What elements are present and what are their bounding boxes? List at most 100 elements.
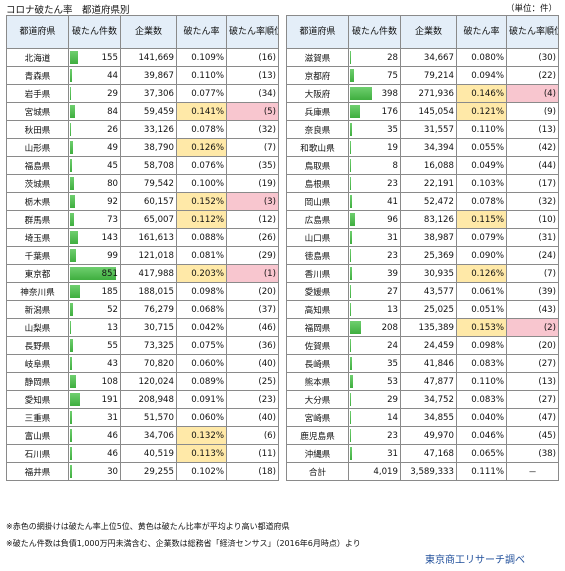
bankrupt-bar (70, 123, 71, 136)
bankrupt-bar (350, 141, 351, 154)
bankrupt-bar (70, 339, 73, 352)
rank-cell: (20) (506, 336, 559, 355)
rate-cell: 0.065% (456, 444, 507, 463)
table-row: 東京都 851 417,988 0.203% (1) (6, 264, 279, 283)
bankrupt-cell: 31 (348, 228, 401, 247)
bankrupt-bar (350, 195, 352, 208)
total-row: 合計 4,019 3,589,333 0.111% － (286, 462, 559, 481)
table-row: 大阪府 398 271,936 0.146% (4) (286, 84, 559, 103)
bankrupt-bar (70, 195, 75, 208)
bankrupt-bar (70, 357, 72, 370)
bankrupt-cell: 176 (348, 102, 401, 121)
bankrupt-value: 23 (387, 178, 398, 189)
rate-cell: 0.100% (176, 174, 227, 193)
companies-cell: 40,519 (120, 444, 177, 463)
companies-cell: 39,867 (120, 66, 177, 85)
rank-cell: (13) (226, 66, 279, 85)
table-row: 山口県 31 38,987 0.079% (31) (286, 228, 559, 247)
bankrupt-cell: 8 (348, 156, 401, 175)
bankrupt-bar (70, 177, 74, 190)
rate-cell: 0.132% (176, 426, 227, 445)
bankrupt-value: 23 (387, 250, 398, 261)
pref-cell: 青森県 (6, 66, 69, 85)
rank-cell: (38) (506, 444, 559, 463)
bankrupt-value: 31 (387, 448, 398, 459)
bankrupt-value: 80 (107, 178, 118, 189)
table-row: 長崎県 35 41,846 0.083% (27) (286, 354, 559, 373)
rank-cell: (32) (226, 120, 279, 139)
table-row: 徳島県 23 25,369 0.090% (24) (286, 246, 559, 265)
companies-cell: 70,820 (120, 354, 177, 373)
pref-cell: 秋田県 (6, 120, 69, 139)
companies-cell: 60,157 (120, 192, 177, 211)
left-table: 都道府県 破たん件数 企業数 破たん率 破たん率順位 北海道 155 141,669… (6, 15, 279, 481)
bankrupt-cell: 45 (68, 156, 121, 175)
bankrupt-cell: 41 (348, 192, 401, 211)
companies-cell: 47,877 (400, 372, 457, 391)
companies-cell: 208,948 (120, 390, 177, 409)
bankrupt-bar (70, 105, 75, 118)
rate-cell: 0.203% (176, 264, 227, 283)
bankrupt-bar (350, 123, 352, 136)
companies-cell: 38,790 (120, 138, 177, 157)
bankrupt-cell: 43 (68, 354, 121, 373)
bankrupt-bar (350, 429, 351, 442)
bankrupt-value: 26 (107, 124, 118, 135)
bankrupt-value: 39 (387, 268, 398, 279)
table-row: 岡山県 41 52,472 0.078% (32) (286, 192, 559, 211)
companies-cell: 24,459 (400, 336, 457, 355)
bankrupt-cell: 19 (348, 138, 401, 157)
companies-cell: 34,752 (400, 390, 457, 409)
table-row: 岐阜県 43 70,820 0.060% (40) (6, 354, 279, 373)
pref-cell: 高知県 (286, 300, 349, 319)
rate-cell: 0.112% (176, 210, 227, 229)
companies-cell: 25,369 (400, 246, 457, 265)
bankrupt-bar (350, 105, 360, 118)
bankrupt-cell: 53 (348, 372, 401, 391)
rank-cell: (35) (226, 156, 279, 175)
companies-cell: 121,018 (120, 246, 177, 265)
companies-cell: 33,126 (120, 120, 177, 139)
rate-cell: 0.089% (176, 372, 227, 391)
pref-cell: 佐賀県 (286, 336, 349, 355)
rank-cell: (13) (506, 372, 559, 391)
bankrupt-bar (70, 69, 72, 82)
pref-cell: 大阪府 (286, 84, 349, 103)
bankrupt-bar (70, 213, 74, 226)
rate-cell: 0.098% (176, 282, 227, 301)
bankrupt-cell: 49 (68, 138, 121, 157)
pref-cell: 神奈川県 (6, 282, 69, 301)
rate-cell: 0.051% (456, 300, 507, 319)
companies-cell: 16,088 (400, 156, 457, 175)
companies-cell: 59,459 (120, 102, 177, 121)
bankrupt-cell: 108 (68, 372, 121, 391)
rate-cell: 0.146% (456, 84, 507, 103)
right-table-body: 滋賀県 28 34,667 0.080% (30) 京都府 75 79,214 0.094% (2… (286, 48, 559, 463)
companies-cell: 73,325 (120, 336, 177, 355)
bankrupt-bar (70, 411, 72, 424)
bankrupt-value: 99 (107, 250, 118, 261)
bankrupt-value: 208 (381, 322, 398, 333)
rank-cell: (7) (506, 264, 559, 283)
pref-cell: 岩手県 (6, 84, 69, 103)
bankrupt-value: 8 (392, 160, 398, 171)
bankrupt-value: 73 (107, 214, 118, 225)
bankrupt-bar (350, 339, 351, 352)
companies-cell: 141,669 (120, 48, 177, 67)
bankrupt-value: 13 (387, 304, 398, 315)
rank-cell: (25) (226, 372, 279, 391)
rate-cell: 0.040% (456, 408, 507, 427)
pref-cell: 沖縄県 (286, 444, 349, 463)
companies-cell: 34,855 (400, 408, 457, 427)
note-highlight: ※赤色の網掛けは破たん率上位5位、黄色は破たん比率が平均より高い都道府県 (6, 522, 290, 531)
bankrupt-bar (70, 465, 72, 478)
bankrupt-bar (350, 267, 352, 280)
bankrupt-bar (70, 159, 72, 172)
table-row: 静岡県 108 120,024 0.089% (25) (6, 372, 279, 391)
pref-cell: 千葉県 (6, 246, 69, 265)
bankrupt-value: 29 (107, 88, 118, 99)
rate-cell: 0.060% (176, 354, 227, 373)
total-bankrupt: 4,019 (348, 462, 401, 481)
table-row: 岩手県 29 37,306 0.077% (34) (6, 84, 279, 103)
header-pref: 都道府県 (6, 15, 69, 49)
